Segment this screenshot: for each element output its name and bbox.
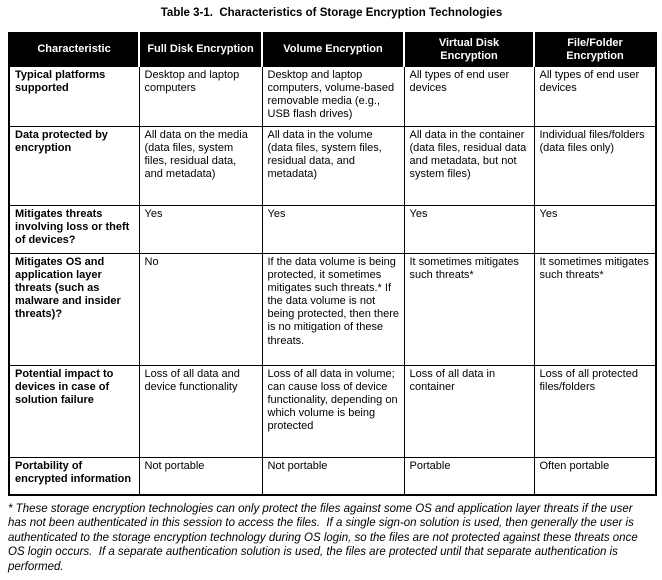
row-label: Potential impact to devices in case of s… bbox=[8, 364, 140, 458]
table-row: Mitigates threats involving loss or thef… bbox=[8, 204, 657, 254]
table-cell: Loss of all data in container bbox=[403, 364, 535, 458]
table-cell: All data on the media (data files, syste… bbox=[138, 125, 263, 206]
row-label: Mitigates OS and application layer threa… bbox=[8, 252, 140, 366]
table-cell: All data in the volume (data files, syst… bbox=[261, 125, 405, 206]
table-cell: Loss of all data in volume; can cause lo… bbox=[261, 364, 405, 458]
table-title: Table 3-1. Characteristics of Storage En… bbox=[160, 7, 503, 19]
table-row: Portability of encrypted information Not… bbox=[8, 456, 657, 496]
table-cell: Desktop and laptop computers, volume-bas… bbox=[261, 65, 405, 127]
table-cell: All types of end user devices bbox=[533, 65, 657, 127]
table-cell: Yes bbox=[138, 204, 263, 254]
table-cell: Loss of all protected files/folders bbox=[533, 364, 657, 458]
row-label: Typical platforms supported bbox=[8, 65, 140, 127]
table-header: Characteristic Full Disk Encryption Volu… bbox=[9, 33, 656, 67]
header-virtual-disk-encryption: Virtual Disk Encryption bbox=[403, 33, 534, 67]
table-cell: Yes bbox=[261, 204, 405, 254]
table-footnote: * These storage encryption technologies … bbox=[8, 503, 641, 573]
header-file-folder-encryption: File/Folder Encryption bbox=[533, 33, 656, 67]
table-cell: All data in the container (data files, r… bbox=[403, 125, 535, 206]
row-label: Mitigates threats involving loss or thef… bbox=[8, 204, 140, 254]
table-cell: Desktop and laptop computers bbox=[138, 65, 263, 127]
header-full-disk-encryption: Full Disk Encryption bbox=[138, 33, 262, 67]
table-body: Typical platforms supported Desktop and … bbox=[8, 65, 657, 496]
row-label: Data protected by encryption bbox=[8, 125, 140, 206]
table-cell: If the data volume is being protected, i… bbox=[261, 252, 405, 366]
header-characteristic: Characteristic bbox=[9, 33, 139, 67]
table-row: Data protected by encryption All data on… bbox=[8, 125, 657, 206]
header-volume-encryption: Volume Encryption bbox=[261, 33, 404, 67]
table-cell: No bbox=[138, 252, 263, 366]
table-cell: It sometimes mitigates such threats* bbox=[403, 252, 535, 366]
storage-encryption-table: Characteristic Full Disk Encryption Volu… bbox=[8, 32, 657, 496]
table-cell: Loss of all data and device functionalit… bbox=[138, 364, 263, 458]
table-cell: Yes bbox=[403, 204, 535, 254]
table-cell: Often portable bbox=[533, 456, 657, 496]
header-row: Characteristic Full Disk Encryption Volu… bbox=[9, 33, 656, 67]
table-cell: It sometimes mitigates such threats* bbox=[533, 252, 657, 366]
table-cell: Portable bbox=[403, 456, 535, 496]
table-cell: Not portable bbox=[261, 456, 405, 496]
table-row: Mitigates OS and application layer threa… bbox=[8, 252, 657, 366]
table-row: Typical platforms supported Desktop and … bbox=[8, 65, 657, 127]
table-cell: Yes bbox=[533, 204, 657, 254]
row-label: Portability of encrypted information bbox=[8, 456, 140, 496]
table-cell: All types of end user devices bbox=[403, 65, 535, 127]
table-cell: Not portable bbox=[138, 456, 263, 496]
table-cell: Individual files/folders (data files onl… bbox=[533, 125, 657, 206]
table-row: Potential impact to devices in case of s… bbox=[8, 364, 657, 458]
